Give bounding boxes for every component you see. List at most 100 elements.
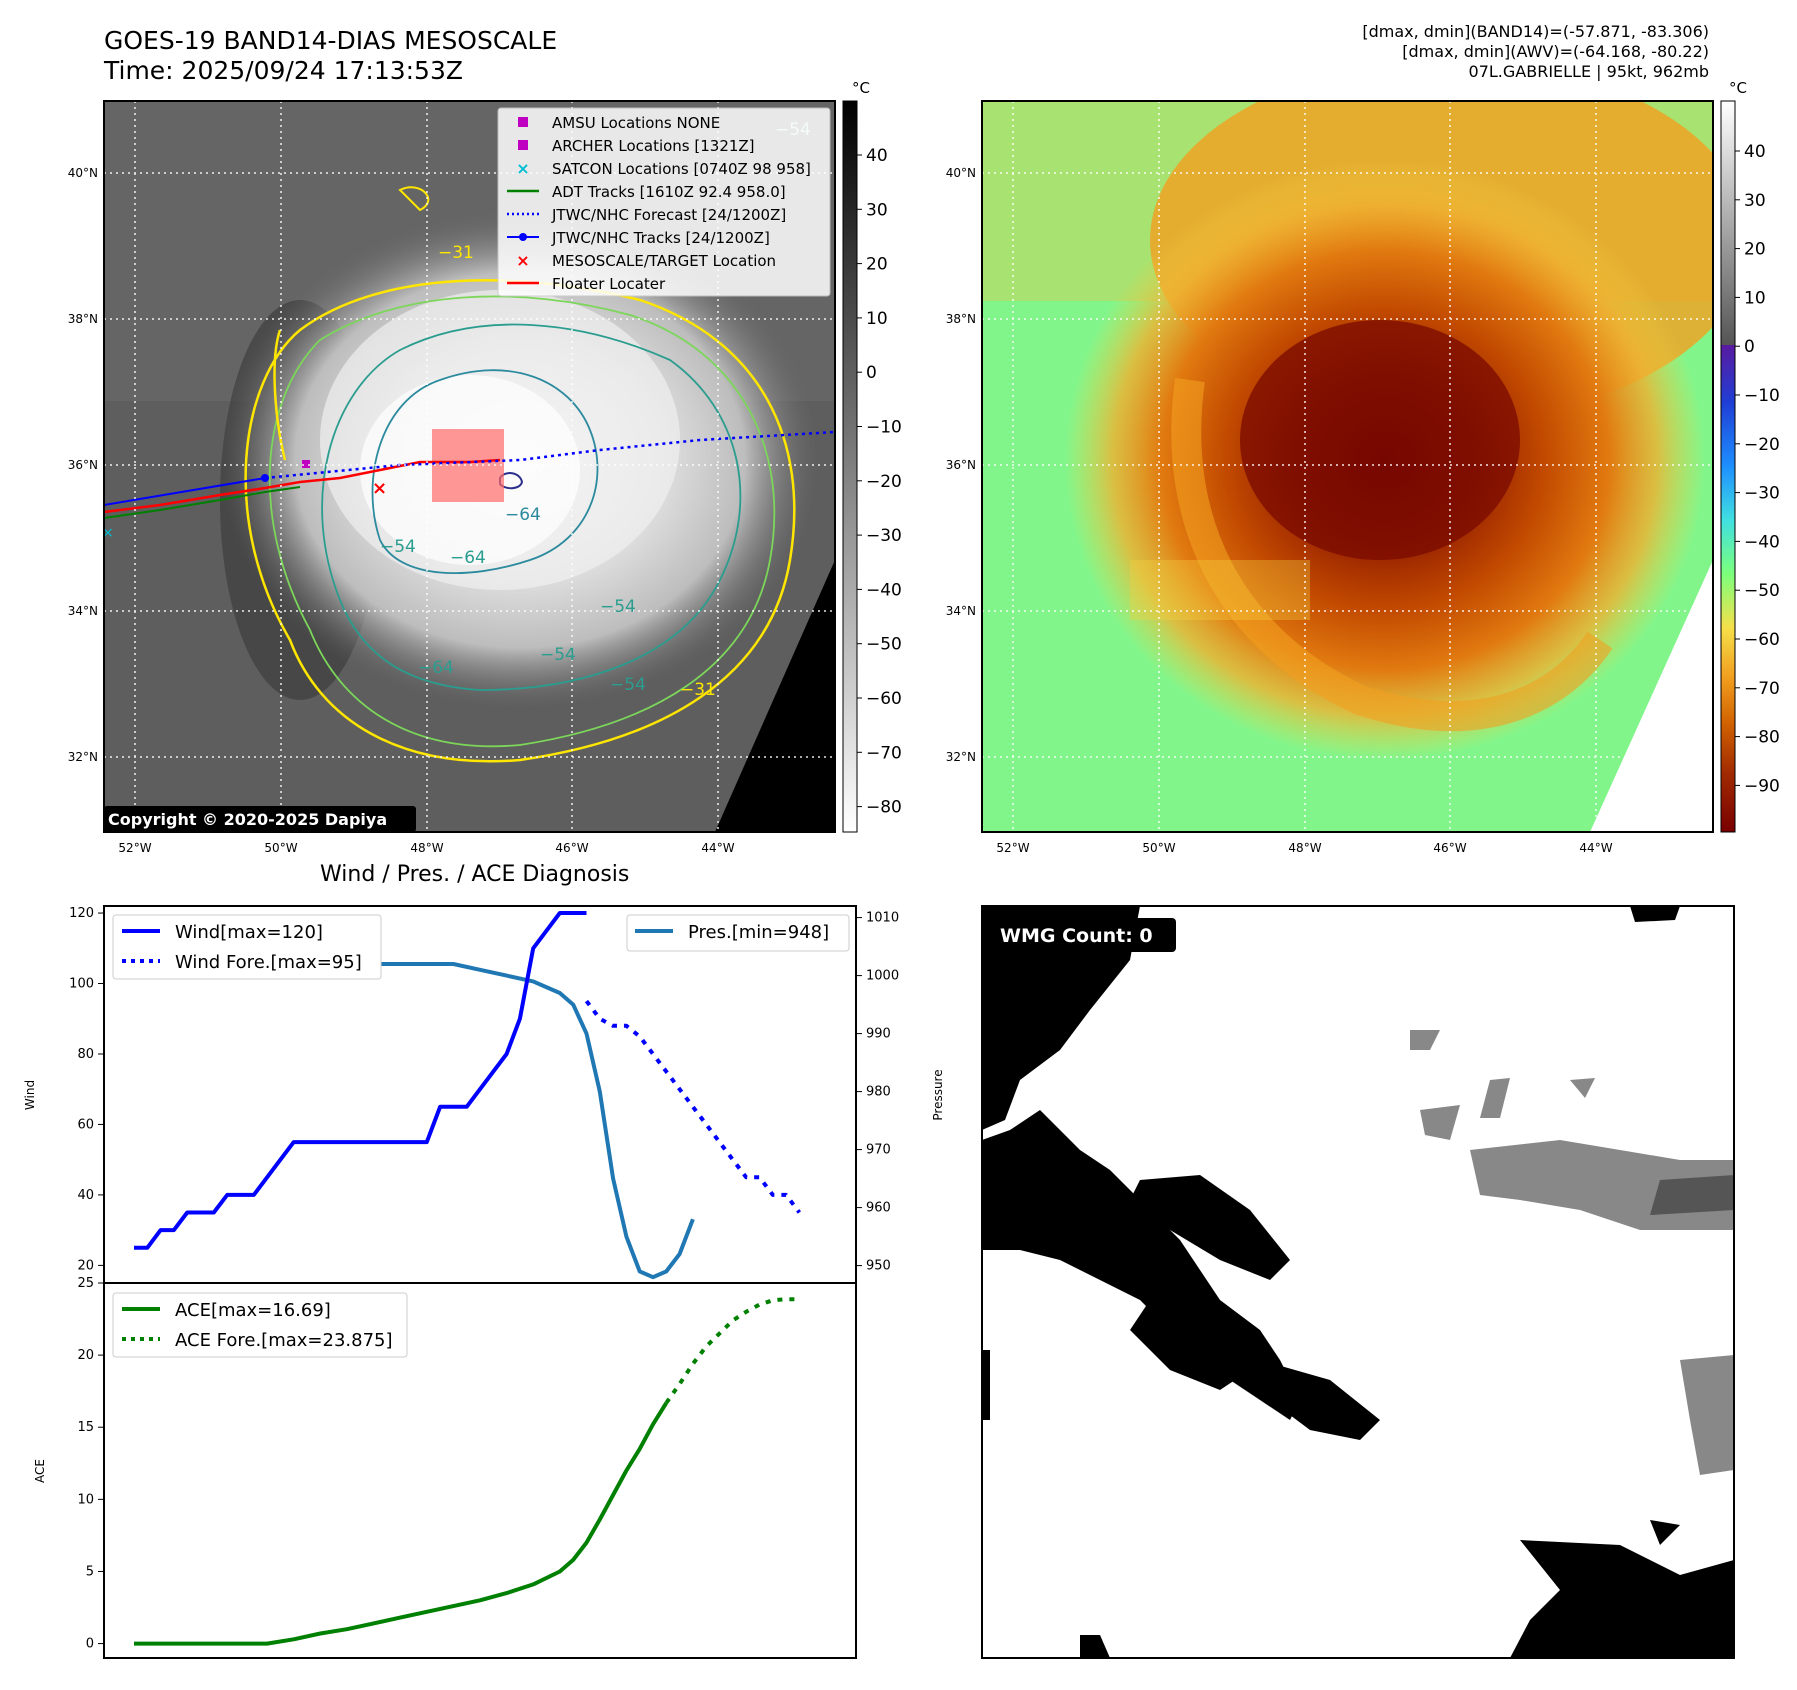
- lon-tick-label: 48°W: [1288, 841, 1321, 855]
- lat-tick-label: 32°N: [946, 750, 976, 764]
- color-colorbar-tick: 20: [1744, 240, 1766, 260]
- lon-tick-label: 46°W: [1433, 841, 1466, 855]
- contour-label: −54: [610, 675, 646, 695]
- color-colorbar-tick: −60: [1744, 630, 1780, 650]
- color-colorbar-tick: −90: [1744, 776, 1780, 796]
- color-colorbar-tick: −80: [1744, 728, 1780, 748]
- wind-forecast-line: [584, 999, 801, 1214]
- lat-tick-label: 36°N: [946, 458, 976, 472]
- pressure-y-tick: 1010: [866, 911, 899, 926]
- color-colorbar-unit: °C: [1729, 79, 1747, 97]
- copyright-badge: Copyright © 2020-2025 Dapiya: [104, 806, 416, 832]
- lon-tick-label: 44°W: [1579, 841, 1612, 855]
- wind-y-tick: 60: [77, 1117, 94, 1132]
- gray-colorbar-tick: 20: [866, 255, 888, 275]
- wmg-count-label: WMG Count: 0: [1000, 925, 1153, 947]
- lon-tick-label: 44°W: [701, 841, 734, 855]
- gray-colorbar-tick: −60: [866, 689, 902, 709]
- wind-y-tick: 100: [69, 977, 94, 992]
- lon-tick-label: 46°W: [555, 841, 588, 855]
- color-colorbar-tick: −20: [1744, 435, 1780, 455]
- lon-tick-label: 52°W: [996, 841, 1029, 855]
- gray-colorbar-unit: °C: [852, 79, 870, 97]
- contour-label: −54: [600, 597, 636, 617]
- svg-text:×: ×: [516, 159, 529, 178]
- ace-y-tick: 5: [86, 1564, 94, 1579]
- color-colorbar-tick: −50: [1744, 581, 1780, 601]
- contour-label: −54: [380, 537, 416, 557]
- ace-y-tick: 25: [77, 1276, 94, 1291]
- wind-ylabel: Wind: [23, 1080, 37, 1110]
- pressure-y-tick: 990: [866, 1027, 891, 1042]
- wind-y-tick: 120: [69, 906, 94, 921]
- pressure-ylabel: Pressure: [931, 1069, 945, 1120]
- color-colorbar-tick: −30: [1744, 484, 1780, 504]
- color-colorbar-tick: −70: [1744, 679, 1780, 699]
- wind-legend-label: Wind[max=120]: [175, 922, 323, 943]
- color-colorbar-tick: 40: [1744, 142, 1766, 162]
- wind-forecast-legend-label: Wind Fore.[max=95]: [175, 952, 362, 973]
- ace-forecast-line: [664, 1297, 800, 1405]
- contour-label: −64: [418, 658, 454, 678]
- gray-colorbar-tick: −40: [866, 580, 902, 600]
- wind-y-tick: 20: [77, 1258, 94, 1273]
- map-legend-label: ARCHER Locations [1321Z]: [552, 137, 755, 155]
- gray-colorbar-tick: −50: [866, 635, 902, 655]
- figure-title: GOES-19 BAND14-DIAS MESOSCALE: [104, 26, 558, 55]
- wind-y-tick: 80: [77, 1047, 94, 1062]
- contour-labels: −54−64−64−54−64−54−54−31−31−54: [380, 120, 811, 700]
- color-colorbar-tick: −40: [1744, 532, 1780, 552]
- gray-colorbar-tick: 10: [866, 309, 888, 329]
- ace-line: [134, 1401, 668, 1646]
- lat-tick-label: 40°N: [68, 166, 98, 180]
- ace-y-tick: 10: [77, 1492, 94, 1507]
- lat-tick-label: 34°N: [68, 604, 98, 618]
- color-colorbar-tick: 0: [1744, 337, 1755, 357]
- lat-tick-label: 36°N: [68, 458, 98, 472]
- ir-color-map: [981, 100, 1714, 833]
- lat-tick-label: 40°N: [946, 166, 976, 180]
- color-colorbar-tick: −10: [1744, 386, 1780, 406]
- lon-tick-label: 50°W: [1142, 841, 1175, 855]
- copyright-text: Copyright © 2020-2025 Dapiya: [108, 810, 387, 829]
- svg-text:×: ×: [372, 478, 387, 499]
- ace-panel: 0 5 10 15 20 25 ACE ACE[max=16.69] ACE Fore.[…: [33, 1276, 857, 1659]
- map-legend-label: JTWC/NHC Forecast [24/1200Z]: [551, 206, 786, 224]
- map-tick-labels: 52°W 50°W 48°W 46°W 44°W 40°N 38°N 36°N 34°N 32°N…: [68, 166, 1613, 855]
- map-legend-label: ADT Tracks [1610Z 92.4 958.0]: [552, 183, 786, 201]
- color-colorbar-tick: 10: [1744, 288, 1766, 308]
- contour-label: −64: [450, 548, 486, 568]
- wmg-panel: WMG Count: 0: [981, 905, 1735, 1659]
- pressure-y-tick: 980: [866, 1085, 891, 1100]
- pressure-legend: Pres.[min=948]: [626, 914, 850, 952]
- svg-text:×: ×: [516, 251, 529, 270]
- wind-pressure-panel: 20 40 60 80 100 120 950 960 970 980 990 1000 1010 Wi…: [23, 905, 945, 1284]
- wind-legend: Wind[max=120] Wind Fore.[max=95]: [112, 914, 382, 980]
- gray-colorbar-tick: 0: [866, 363, 877, 383]
- color-colorbar: °C 40 30 20 10 0 −10 −20 −30 −40 −50 −60 −70 −80 −90: [1720, 79, 1780, 833]
- gray-colorbar-tick: −20: [866, 472, 902, 492]
- ace-y-tick: 15: [77, 1420, 94, 1435]
- gray-colorbar-tick: −80: [866, 798, 902, 818]
- ace-y-tick: 0: [86, 1637, 94, 1652]
- contour-label: −54: [540, 645, 576, 665]
- ace-y-tick: 20: [77, 1348, 94, 1363]
- map-legend-label: JTWC/NHC Tracks [24/1200Z]: [551, 229, 770, 247]
- ace-legend-label: ACE[max=16.69]: [175, 1300, 331, 1321]
- map-legend-label: SATCON Locations [0740Z 98 958]: [552, 160, 811, 178]
- dmax-band14: [dmax, dmin](BAND14)=(-57.871, -83.306): [1362, 22, 1709, 41]
- gray-colorbar-tick: 40: [866, 146, 888, 166]
- lat-tick-label: 38°N: [68, 312, 98, 326]
- diagnosis-title: Wind / Pres. / ACE Diagnosis: [320, 862, 630, 887]
- dmax-awv: [dmax, dmin](AWV)=(-64.168, -80.22): [1402, 42, 1709, 61]
- gray-colorbar-tick: −10: [866, 418, 902, 438]
- contour-label: −64: [505, 505, 541, 525]
- pressure-y-tick: 970: [866, 1143, 891, 1158]
- lat-tick-label: 32°N: [68, 750, 98, 764]
- lon-tick-label: 52°W: [118, 841, 151, 855]
- map-legend: AMSU Locations NONE ARCHER Locations [132…: [497, 107, 831, 297]
- map-legend-label: Floater Locater: [552, 275, 666, 293]
- gray-colorbar-tick: 30: [866, 200, 888, 220]
- ace-forecast-legend-label: ACE Fore.[max=23.875]: [175, 1330, 393, 1351]
- svg-text:×: ×: [102, 525, 114, 541]
